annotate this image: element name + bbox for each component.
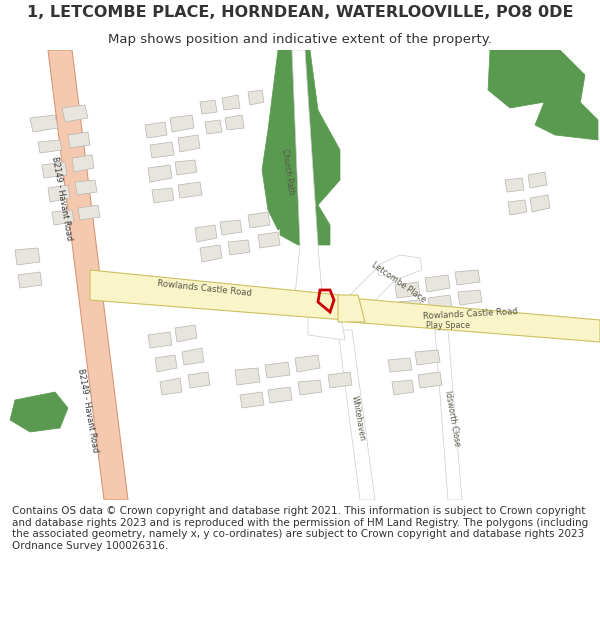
Polygon shape (268, 387, 292, 403)
Polygon shape (378, 255, 422, 278)
Polygon shape (262, 50, 340, 230)
Polygon shape (528, 172, 547, 188)
Polygon shape (148, 332, 172, 348)
Polygon shape (295, 355, 320, 372)
Polygon shape (182, 348, 204, 365)
Polygon shape (235, 368, 260, 385)
Polygon shape (428, 295, 452, 312)
Polygon shape (435, 330, 462, 500)
Polygon shape (280, 205, 330, 245)
Polygon shape (425, 275, 450, 292)
Polygon shape (200, 100, 217, 114)
Polygon shape (338, 295, 365, 322)
Polygon shape (530, 195, 550, 212)
Text: Contains OS data © Crown copyright and database right 2021. This information is : Contains OS data © Crown copyright and d… (12, 506, 588, 551)
Polygon shape (240, 392, 264, 408)
Polygon shape (75, 180, 97, 195)
Polygon shape (488, 50, 585, 108)
Polygon shape (90, 270, 345, 320)
Polygon shape (155, 355, 177, 372)
Polygon shape (350, 265, 395, 308)
Polygon shape (52, 210, 74, 225)
Text: B2149 - Havant Road: B2149 - Havant Road (50, 155, 74, 241)
Text: Church Path: Church Path (280, 148, 296, 196)
Polygon shape (418, 372, 442, 388)
Polygon shape (392, 380, 414, 395)
Polygon shape (338, 330, 375, 500)
Polygon shape (18, 272, 42, 288)
Polygon shape (328, 372, 352, 388)
Polygon shape (145, 122, 167, 138)
Text: B2149 - Havant Road: B2149 - Havant Road (76, 368, 100, 452)
Polygon shape (62, 105, 88, 122)
Polygon shape (10, 392, 68, 432)
Polygon shape (68, 132, 90, 148)
Polygon shape (175, 160, 197, 175)
Polygon shape (292, 50, 322, 298)
Polygon shape (178, 182, 202, 198)
Polygon shape (248, 90, 264, 105)
Polygon shape (505, 178, 524, 192)
Polygon shape (148, 165, 172, 182)
Polygon shape (30, 115, 58, 132)
Polygon shape (222, 95, 240, 110)
Polygon shape (175, 325, 197, 342)
Polygon shape (248, 212, 270, 228)
Polygon shape (388, 358, 412, 372)
Polygon shape (200, 245, 222, 262)
Text: Map shows position and indicative extent of the property.: Map shows position and indicative extent… (108, 32, 492, 46)
Polygon shape (152, 188, 174, 203)
Polygon shape (298, 380, 322, 395)
Polygon shape (228, 240, 250, 255)
Text: Rowlands Castle Road: Rowlands Castle Road (422, 307, 518, 321)
Polygon shape (398, 300, 422, 315)
Text: Rowlands Castle Road: Rowlands Castle Road (157, 279, 253, 298)
Polygon shape (38, 140, 62, 153)
Polygon shape (265, 362, 290, 378)
Polygon shape (188, 372, 210, 388)
Polygon shape (455, 270, 480, 285)
Text: 1, LETCOMBE PLACE, HORNDEAN, WATERLOOVILLE, PO8 0DE: 1, LETCOMBE PLACE, HORNDEAN, WATERLOOVIL… (27, 5, 573, 20)
Polygon shape (42, 162, 67, 178)
Polygon shape (225, 115, 244, 130)
Polygon shape (178, 135, 200, 152)
Text: Play Space: Play Space (426, 321, 470, 329)
Text: Letcombe Place: Letcombe Place (370, 260, 428, 304)
Polygon shape (508, 200, 527, 215)
Polygon shape (205, 120, 222, 134)
Polygon shape (220, 220, 242, 235)
Text: Idsworth Close: Idsworth Close (443, 389, 461, 446)
Polygon shape (535, 100, 598, 140)
Polygon shape (350, 298, 600, 342)
Polygon shape (415, 350, 440, 365)
Polygon shape (72, 155, 94, 172)
Polygon shape (395, 282, 420, 298)
Polygon shape (48, 50, 128, 500)
Polygon shape (15, 248, 40, 265)
Polygon shape (170, 115, 194, 132)
Polygon shape (150, 142, 174, 158)
Polygon shape (48, 185, 70, 202)
Polygon shape (195, 225, 217, 242)
Polygon shape (258, 232, 280, 248)
Polygon shape (458, 290, 482, 305)
Polygon shape (160, 378, 182, 395)
Polygon shape (78, 205, 100, 220)
Polygon shape (308, 298, 345, 340)
Text: Whitehaven: Whitehaven (350, 394, 367, 441)
